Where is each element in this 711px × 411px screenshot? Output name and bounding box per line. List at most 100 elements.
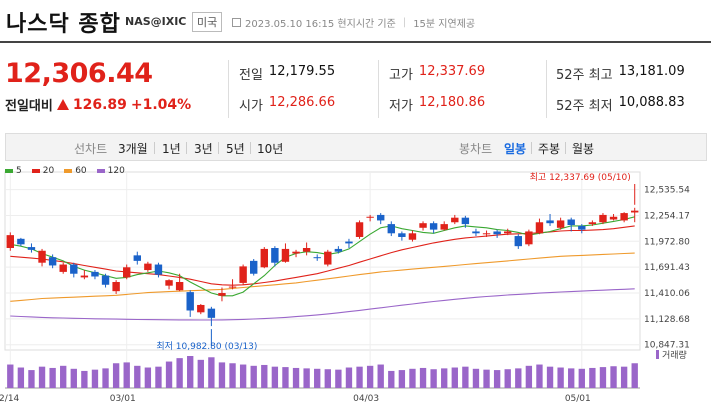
y-tick-label: 11,128.68 — [644, 315, 690, 325]
current-price: 12,306.44 — [5, 58, 153, 89]
y-tick-label: 11,691.43 — [644, 263, 690, 273]
index-title: 나스닥 종합 — [6, 12, 121, 37]
volume-bar — [451, 367, 458, 388]
change-label: 전일대비 — [5, 99, 53, 114]
candle-body — [440, 224, 448, 230]
tab-separator — [531, 142, 532, 154]
candle-body — [387, 224, 395, 234]
tab-range-3y[interactable]: 3년 — [194, 142, 213, 156]
volume-bar — [218, 362, 226, 388]
volume-bar — [366, 365, 374, 388]
candle-body — [292, 251, 300, 254]
candle-body — [154, 264, 163, 275]
tab-separator — [250, 142, 251, 154]
volume-bar — [504, 369, 511, 388]
volume-bar — [165, 361, 173, 388]
candle-body — [70, 264, 78, 274]
volume-bar — [60, 365, 67, 388]
delay-note: 15분 지연제공 — [413, 19, 476, 30]
candle-body — [218, 293, 226, 296]
tab-period-daily[interactable]: 일봉 — [504, 142, 527, 156]
tab-range-3m[interactable]: 3개월 — [118, 142, 148, 156]
stat-label: 시가 — [239, 99, 263, 114]
price-chart[interactable]: 12,535.54 12,254.17 11,972.80 11,691.43 11,4… — [0, 160, 711, 411]
tab-line-chart[interactable]: 선차트 — [74, 142, 108, 156]
tab-separator — [218, 142, 219, 154]
tab-period-weekly[interactable]: 주봉 — [538, 142, 561, 156]
volume-bar — [398, 370, 406, 388]
stat-value: 12,179.55 — [268, 64, 336, 79]
volume-bar — [292, 367, 300, 388]
candle-body — [27, 247, 36, 250]
candle-body — [123, 267, 131, 278]
legend-ma120: 120 — [96, 166, 125, 176]
volume-bar — [271, 366, 279, 388]
y-tick-label: 12,535.54 — [644, 186, 690, 196]
x-tick-label: 04/03 — [353, 394, 379, 404]
tab-range-10y[interactable]: 10년 — [257, 142, 284, 156]
volume-bar — [536, 364, 543, 388]
meta-separator: | — [402, 17, 407, 28]
candle-body — [366, 216, 374, 218]
stat-open: 시가 12,286.66 — [239, 95, 335, 114]
y-tick-label: 11,972.80 — [644, 237, 690, 247]
x-tick-label: 03/01 — [110, 394, 136, 404]
volume-bar — [28, 370, 35, 388]
tab-period-monthly[interactable]: 월봉 — [572, 142, 595, 156]
ma-legend: 5 20 60 120 — [5, 166, 125, 176]
candle-body — [482, 233, 491, 235]
candle-body — [631, 210, 639, 213]
volume-bar — [155, 366, 162, 388]
candle-body — [48, 257, 57, 266]
stat-label: 전일 — [239, 68, 263, 83]
tab-range-5y[interactable]: 5년 — [226, 142, 245, 156]
volume-bar — [631, 363, 638, 388]
index-code: NAS@IXIC — [125, 15, 187, 28]
high-annotation: 최고 12,337.69 (05/10) — [530, 172, 631, 183]
candle-body — [313, 257, 321, 259]
volume-bar — [525, 365, 533, 388]
candle-body — [80, 275, 89, 278]
stat-prev: 전일 12,179.55 — [239, 64, 335, 83]
tab-separator — [186, 142, 187, 154]
y-tick-label: 12,254.17 — [644, 211, 690, 221]
volume-bar — [546, 366, 554, 388]
candle-body — [239, 266, 247, 283]
stat-value: 12,180.86 — [418, 95, 486, 110]
stat-value: 12,286.66 — [268, 95, 336, 110]
market-badge: 미국 — [192, 12, 223, 32]
candle-body — [398, 233, 406, 237]
tab-range-1y[interactable]: 1년 — [162, 142, 181, 156]
stat-label: 저가 — [389, 99, 413, 114]
volume-bar — [419, 367, 427, 388]
stat-label: 52주 최고 — [556, 68, 613, 83]
volume-bar — [250, 365, 257, 388]
candle-body — [514, 236, 522, 247]
candle-body — [461, 217, 470, 225]
volume-bar — [409, 368, 416, 388]
volume-bar — [70, 368, 77, 388]
volume-bar — [377, 364, 384, 388]
candle-body — [429, 223, 438, 230]
volume-bar — [578, 368, 585, 388]
legend-ma5: 5 — [5, 166, 22, 176]
volume-bar — [49, 367, 56, 388]
volume-bar — [17, 367, 25, 388]
volume-bar — [483, 369, 490, 388]
candle-body — [546, 220, 554, 224]
volume-label: 거래량 — [662, 349, 687, 361]
tab-candle-chart[interactable]: 봉차트 — [459, 142, 493, 156]
candle-body — [38, 250, 46, 263]
tab-separator — [565, 142, 566, 154]
quote-meta: 2023.05.10 16:15 현지시간 기준 | 15분 지연제공 — [232, 15, 475, 30]
volume-bar — [388, 370, 395, 388]
stat-divider — [378, 60, 379, 118]
candle-body — [59, 264, 67, 272]
candle-body — [144, 263, 152, 271]
volume-bar — [335, 369, 342, 388]
candle-body — [17, 238, 25, 245]
stat-divider — [546, 60, 547, 118]
volume-bar — [282, 367, 289, 388]
candle-body — [620, 213, 628, 221]
volume-bar — [441, 368, 448, 388]
